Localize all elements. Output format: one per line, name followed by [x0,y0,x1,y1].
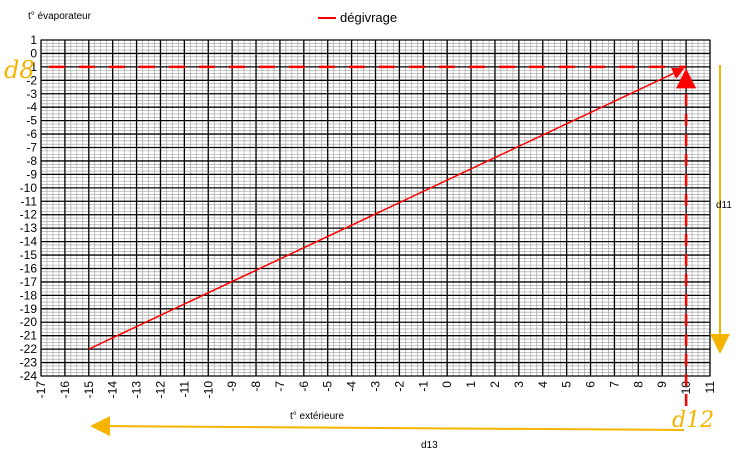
x-tick-label: -9 [225,381,239,392]
x-tick-label: 3 [512,381,526,388]
y-tick-label: 1 [30,33,37,47]
y-tick-label: -10 [20,181,38,195]
y-tick-label: -12 [20,208,38,222]
x-axis-title: t° extérieure [290,411,344,422]
x-tick-label: -2 [392,381,406,392]
x-tick-label: 2 [488,381,502,388]
y-tick-label: -20 [20,315,38,329]
d8-label: d8 [4,56,35,84]
x-tick-label: 5 [560,381,574,388]
x-tick-label: 9 [655,381,669,388]
x-tick-label: -14 [106,381,120,399]
y-tick-label: -6 [26,127,37,141]
y-tick-labels: 10-1-2-3-4-5-6-7-8-9-10-11-12-13-14-15-1… [20,33,38,383]
y-tick-label: 0 [30,46,37,60]
y-tick-label: -9 [26,167,37,181]
legend-label: dégivrage [340,10,397,25]
x-tick-label: 8 [631,381,645,388]
y-tick-label: -22 [20,342,38,356]
d13-label: d13 [421,440,438,451]
x-tick-label: -1 [416,381,430,392]
y-tick-label: -21 [20,329,38,343]
x-tick-label: 4 [536,381,550,388]
x-tick-label: -12 [153,381,167,399]
x-tick-label: 7 [607,381,621,388]
y-tick-label: -8 [26,154,37,168]
x-tick-label: -10 [201,381,215,399]
d12-label: d12 [672,408,714,433]
x-tick-label: -4 [345,381,359,392]
y-tick-label: -3 [26,87,37,101]
y-tick-label: -23 [20,356,38,370]
y-tick-label: -1 [26,60,37,74]
x-tick-label: -15 [82,381,96,399]
x-tick-label: -11 [177,381,191,398]
series-degivrage-line [88,67,685,350]
y-tick-label: -4 [26,100,37,114]
y-tick-label: -11 [21,194,38,208]
y-tick-label: -19 [20,302,38,316]
x-tick-label: -7 [273,381,287,392]
x-tick-label: -6 [297,381,311,392]
y-tick-label: -5 [26,114,37,128]
x-tick-label: -5 [321,381,335,392]
legend: dégivrage [318,10,397,25]
y-tick-label: -17 [20,275,38,289]
y-tick-label: -13 [20,221,38,235]
x-tick-label: 11 [703,381,717,394]
x-tick-label: 1 [464,381,478,388]
x-tick-labels: -17 -16 -15 -14 -13 -12 -11 -10 -9 -8 -7 -6 -5 -4 -3 -2… [34,381,717,399]
x-tick-label: 10 [679,381,693,395]
x-tick-label: -17 [34,381,48,399]
y-tick-label: -7 [26,141,37,155]
x-tick-label: 6 [584,381,598,388]
x-tick-label: -16 [58,381,72,399]
x-tick-label: -8 [249,381,263,392]
y-tick-label: -18 [20,288,38,302]
d13-arrow [90,416,685,437]
y-tick-label: -24 [20,369,38,383]
x-tick-label: 0 [440,381,454,388]
y-tick-label: -15 [20,248,38,262]
x-tick-label: -3 [369,381,383,392]
d11-label: d11 [716,200,732,211]
y-tick-label: -2 [26,73,37,87]
y-tick-label: -16 [20,261,38,275]
x-tick-label: -13 [130,381,144,399]
y-tick-label: -14 [20,235,38,249]
y-axis-title: t° évaporateur [28,11,92,22]
